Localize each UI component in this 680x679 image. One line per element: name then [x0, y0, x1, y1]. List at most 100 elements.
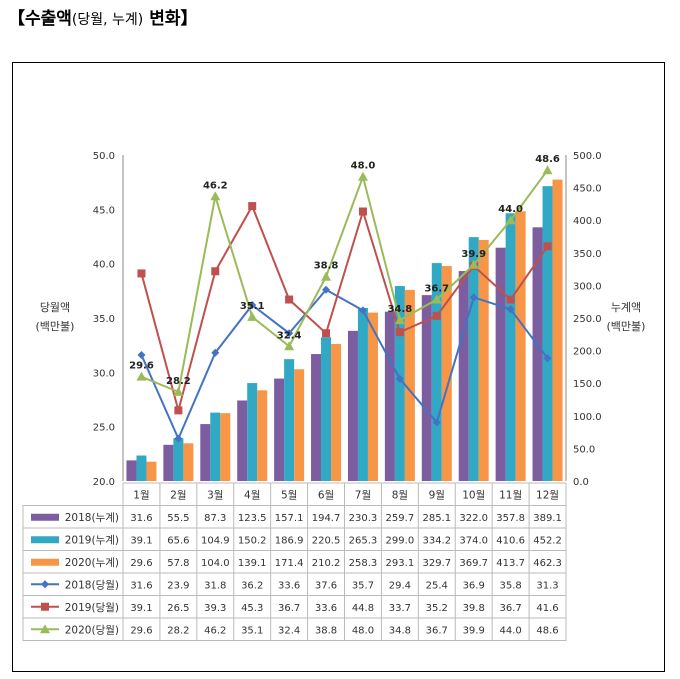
right-tick-label: 400.0	[573, 216, 602, 227]
data-label: 38.8	[314, 261, 339, 272]
series-line	[140, 288, 549, 442]
table-cell: 34.8	[389, 625, 411, 636]
data-label: 46.2	[203, 180, 228, 191]
data-point	[506, 305, 515, 314]
right-tick-label: 450.0	[573, 184, 602, 195]
right-tick-label: 350.0	[573, 249, 602, 260]
data-point	[321, 271, 332, 281]
bar	[331, 343, 342, 481]
title-main: 【수출액	[8, 9, 72, 29]
category-label: 8월	[392, 489, 408, 501]
data-point	[468, 259, 479, 269]
data-point	[284, 341, 295, 351]
table-cell: 139.1	[238, 558, 267, 569]
table-cell: 374.0	[459, 535, 488, 546]
table-cell: 36.7	[426, 625, 448, 636]
table-cell: 194.7	[312, 513, 341, 524]
data-point	[211, 267, 220, 276]
table-cell: 33.6	[315, 603, 337, 614]
table-cell: 35.8	[499, 580, 521, 591]
table-cell: 39.3	[204, 603, 226, 614]
data-point	[247, 311, 258, 321]
table-cell: 38.8	[315, 625, 337, 636]
bar	[220, 413, 231, 481]
bar	[552, 179, 563, 482]
left-tick-label: 40.0	[93, 260, 115, 271]
bar	[357, 308, 368, 481]
bar	[146, 461, 157, 481]
table-cell: 157.1	[275, 513, 304, 524]
data-point	[322, 329, 331, 338]
bar	[478, 239, 489, 481]
data-point	[248, 300, 257, 309]
right-tick-label: 200.0	[573, 347, 602, 358]
bar	[384, 311, 395, 481]
bar	[367, 312, 378, 481]
table-cell: 285.1	[422, 513, 451, 524]
table-cell: 413.7	[496, 558, 525, 569]
table-cell: 259.7	[386, 513, 415, 524]
table-cell: 123.5	[238, 513, 267, 524]
category-label: 1월	[133, 489, 149, 501]
data-point	[395, 374, 404, 383]
table-cell: 293.1	[386, 558, 415, 569]
chart-frame: 20.0 25.0 30.0 35.0 40.0 45.0 50.0 0.0 50.0 100.0…	[12, 62, 665, 672]
data-label: 34.8	[388, 304, 413, 315]
data-point	[248, 202, 257, 211]
right-tick-label: 0.0	[573, 477, 589, 488]
data-point	[432, 311, 441, 320]
table-cell: 36.2	[241, 580, 263, 591]
right-axis-title: (백만불)	[607, 320, 646, 333]
bar	[321, 337, 332, 481]
bar	[311, 354, 322, 481]
table-cell: 65.6	[167, 535, 189, 546]
bar	[441, 266, 452, 481]
left-tick-label: 35.0	[93, 314, 115, 325]
table-cell: 31.6	[130, 580, 152, 591]
data-point	[431, 294, 442, 304]
table-cell: 39.8	[463, 603, 485, 614]
right-tick-label: 150.0	[573, 379, 602, 390]
table-cell: 410.6	[496, 535, 525, 546]
category-label: 11월	[499, 489, 522, 501]
title-end: 변화】	[149, 9, 198, 29]
bar	[515, 211, 526, 482]
table-cell: 44.8	[352, 603, 374, 614]
table-series-name: 2020(당월)	[65, 624, 119, 636]
data-point	[358, 207, 367, 216]
table-cell: 29.4	[389, 580, 411, 591]
table-cell: 46.2	[204, 625, 226, 636]
table-cell: 35.1	[241, 625, 263, 636]
table-series-name: 2018(당월)	[65, 579, 119, 591]
table-cell: 265.3	[349, 535, 378, 546]
data-point	[432, 418, 441, 427]
table-cell: 33.7	[389, 603, 411, 614]
category-label: 6월	[318, 489, 334, 501]
right-tick-label: 250.0	[573, 314, 602, 325]
bar	[431, 263, 442, 481]
data-point	[395, 328, 404, 337]
table-cell: 210.2	[312, 558, 341, 569]
bar	[495, 247, 506, 481]
data-label: 39.9	[461, 249, 486, 260]
bar	[237, 400, 248, 481]
table-cell: 171.4	[275, 558, 304, 569]
bar	[294, 369, 305, 481]
bar	[163, 444, 174, 481]
table-cell: 55.5	[167, 513, 189, 524]
data-point	[173, 386, 184, 396]
right-tick-label: 100.0	[573, 412, 602, 423]
table-cell: 334.2	[422, 535, 451, 546]
data-label: 48.6	[535, 154, 560, 165]
table-cell: 31.3	[536, 580, 558, 591]
right-tick-label: 300.0	[573, 281, 602, 292]
table-cell: 37.6	[315, 580, 337, 591]
bar	[532, 227, 543, 481]
left-tick-label: 50.0	[93, 151, 115, 162]
table-cell: 87.3	[204, 513, 226, 524]
bar	[458, 271, 469, 481]
table-cell: 32.4	[278, 625, 300, 636]
table-cell: 299.0	[386, 535, 415, 546]
table-cell: 462.3	[533, 558, 562, 569]
table-cell: 23.9	[167, 580, 189, 591]
